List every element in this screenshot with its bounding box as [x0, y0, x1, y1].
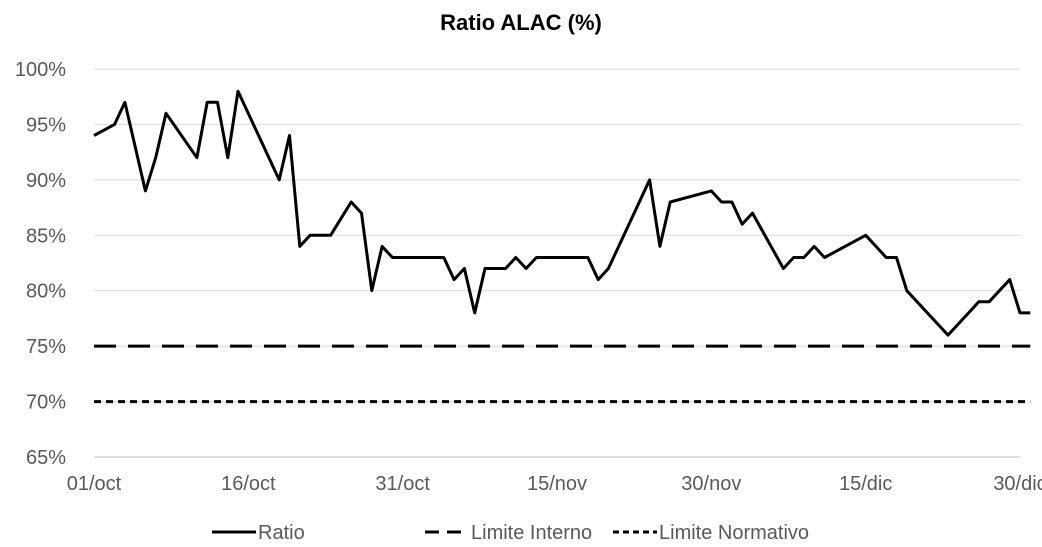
y-tick-label: 65%: [26, 447, 66, 469]
y-tick-label: 80%: [26, 281, 66, 303]
y-tick-label: 100%: [15, 59, 66, 81]
x-tick-label: 30/nov: [681, 473, 741, 495]
legend-label: Limite Interno: [471, 522, 592, 544]
x-tick-label: 16/oct: [221, 473, 276, 495]
series-lines: [93, 89, 1031, 404]
y-tick-label: 75%: [26, 336, 66, 358]
x-tick-label: 01/oct: [67, 473, 122, 495]
x-axis-ticks: 01/oct 16/oct 31/oct 15/nov 30/nov 15/dic 30/d…: [67, 473, 1042, 495]
x-tick-label: 31/oct: [375, 473, 430, 495]
x-tick-label: 15/nov: [527, 473, 587, 495]
y-tick-label: 90%: [26, 170, 66, 192]
y-axis-ticks: 65% 70% 75% 80% 85% 90% 95% 100%: [15, 59, 66, 469]
legend: Ratio Limite Interno Limite Normativo: [212, 522, 809, 544]
legend-label: Limite Normativo: [659, 522, 809, 544]
y-tick-label: 70%: [26, 392, 66, 414]
series-line: [93, 89, 1031, 337]
y-tick-label: 85%: [26, 225, 66, 247]
y-tick-label: 95%: [26, 114, 66, 136]
legend-label: Ratio: [258, 522, 305, 544]
x-tick-label: 15/dic: [839, 473, 892, 495]
x-tick-label: 30/dic: [993, 473, 1042, 495]
chart-title: Ratio ALAC (%): [440, 10, 602, 35]
